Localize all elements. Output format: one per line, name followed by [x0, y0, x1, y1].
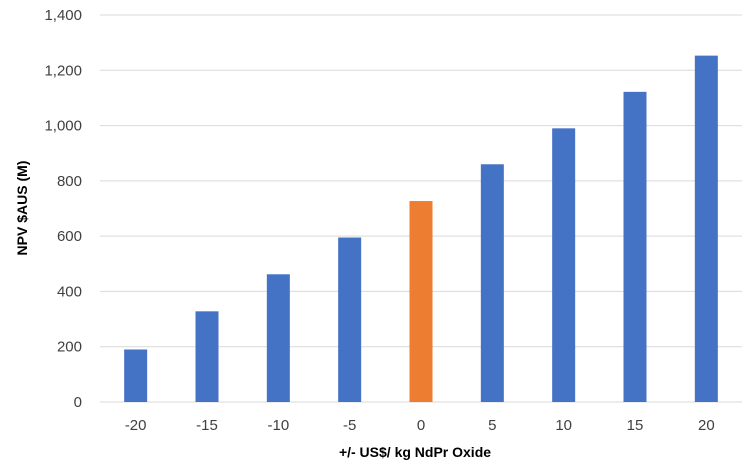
x-tick-label: -15 — [196, 417, 218, 434]
bar-highlight — [409, 201, 433, 402]
x-axis-title: +/- US$/ kg NdPr Oxide — [339, 444, 491, 460]
bar — [480, 164, 504, 402]
y-tick-label: 1,200 — [44, 62, 82, 79]
bar — [124, 349, 148, 402]
x-tick-label: 5 — [488, 417, 496, 434]
y-axis-ticks: 0 200 400 600 800 1,000 1,200 1,400 — [44, 7, 82, 411]
x-tick-label: 0 — [417, 417, 425, 434]
bar — [338, 237, 362, 402]
x-tick-label: 20 — [698, 417, 715, 434]
y-tick-label: 800 — [57, 173, 82, 190]
y-axis-title: NPV $AUS (M) — [14, 161, 30, 256]
x-axis-ticks: -20 -15 -10 -5 0 5 10 15 20 — [125, 417, 715, 434]
bar — [195, 311, 219, 402]
y-tick-label: 1,400 — [44, 7, 82, 24]
x-tick-label: -5 — [343, 417, 356, 434]
x-tick-label: 10 — [555, 417, 572, 434]
y-tick-label: 600 — [57, 228, 82, 245]
bars — [124, 55, 718, 403]
y-tick-label: 1,000 — [44, 118, 82, 135]
y-tick-label: 400 — [57, 283, 82, 300]
x-tick-label: -10 — [267, 417, 289, 434]
x-tick-label: 15 — [627, 417, 644, 434]
bar — [552, 128, 576, 403]
bar — [623, 91, 647, 403]
y-tick-label: 200 — [57, 339, 82, 356]
bar — [694, 55, 718, 402]
bar — [266, 274, 290, 402]
y-tick-label: 0 — [74, 394, 82, 411]
x-tick-label: -20 — [125, 417, 147, 434]
